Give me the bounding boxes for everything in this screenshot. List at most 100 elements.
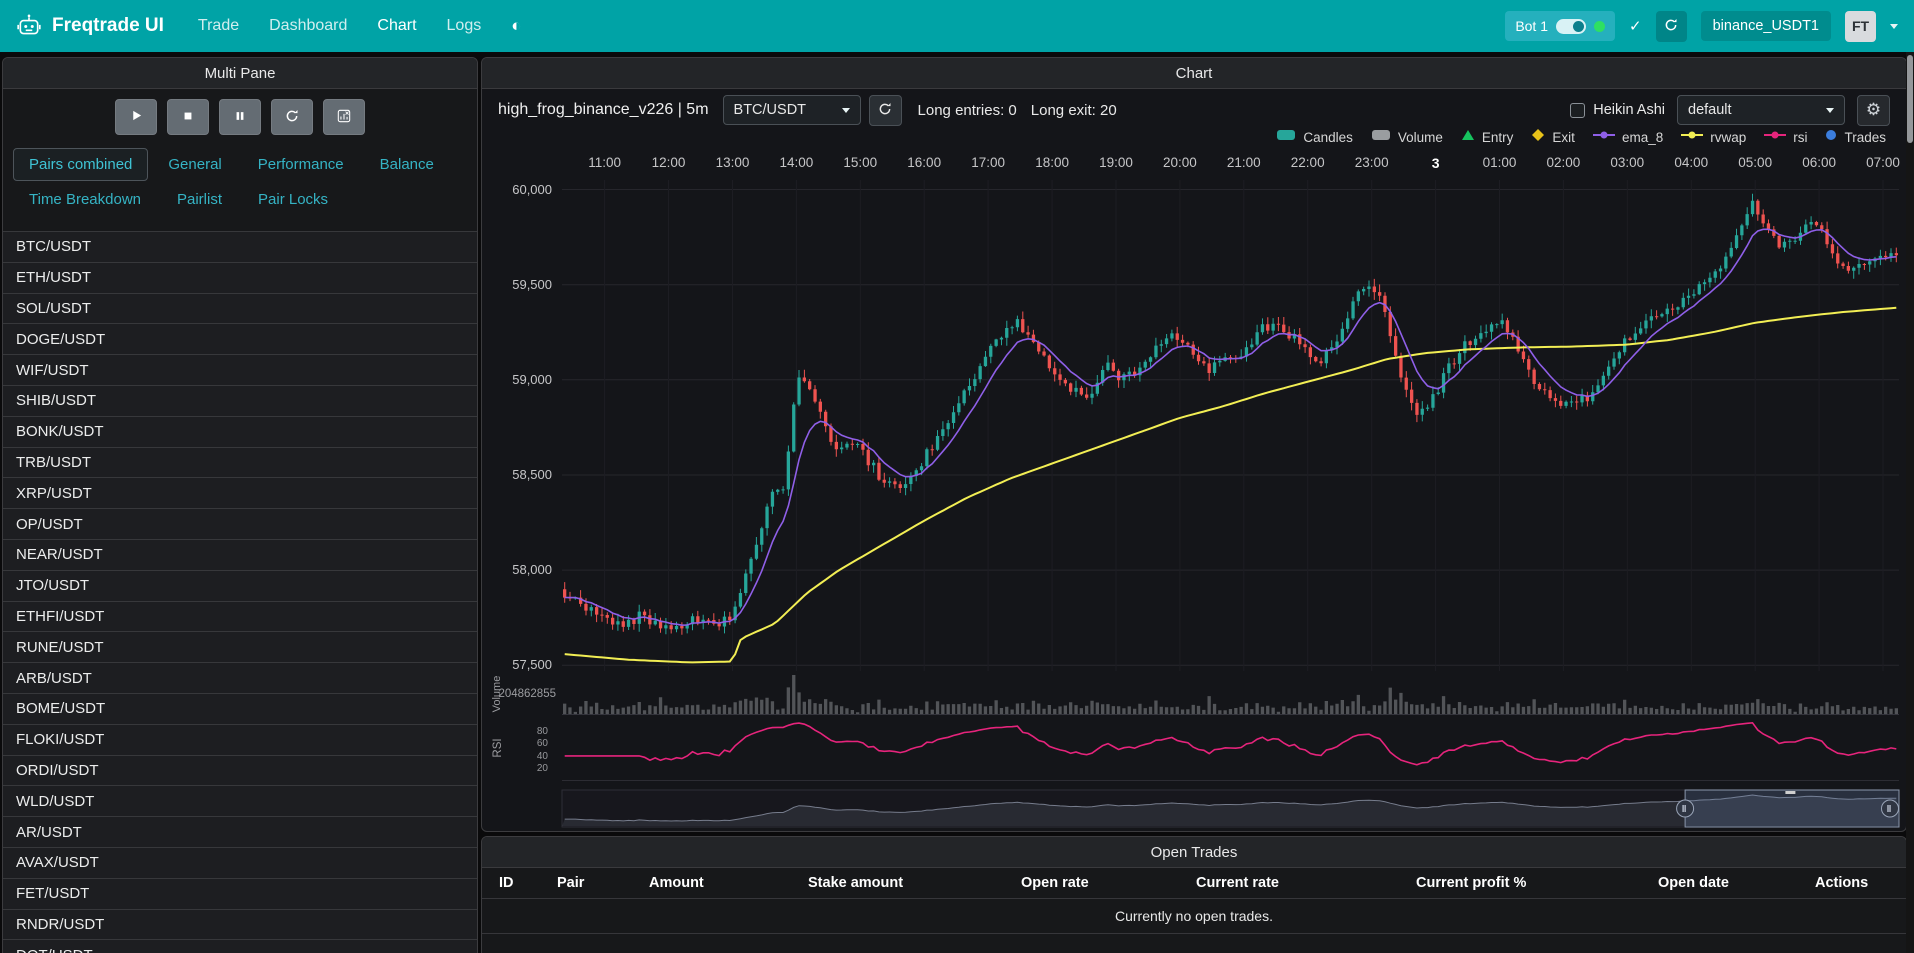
pair-list-item[interactable]: NEAR/USDT bbox=[3, 539, 477, 570]
chart-refresh-button[interactable] bbox=[869, 95, 902, 126]
long-entries-label: Long entries: 0 bbox=[918, 102, 1017, 119]
time-axis-label: 06:00 bbox=[1802, 155, 1836, 170]
pair-list-item[interactable]: WLD/USDT bbox=[3, 785, 477, 816]
navbar-brand[interactable]: Freqtrade UI bbox=[52, 15, 164, 37]
pair-list-item[interactable]: FET/USDT bbox=[3, 878, 477, 909]
left-panel-tabs: Pairs combinedGeneralPerformanceBalance T… bbox=[3, 147, 477, 217]
pair-list-item[interactable]: FLOKI/USDT bbox=[3, 724, 477, 755]
long-exit-label: Long exit: 20 bbox=[1031, 102, 1117, 119]
pair-list-item[interactable]: TRB/USDT bbox=[3, 447, 477, 478]
reload-bot-button[interactable] bbox=[1656, 11, 1687, 42]
tab-pair-locks[interactable]: Pair Locks bbox=[242, 183, 344, 216]
pair-list-item[interactable]: AR/USDT bbox=[3, 816, 477, 847]
chart-toolbar: high_frog_binance_v226 | 5m BTC/USDT Lon… bbox=[498, 94, 1890, 126]
pair-list-item[interactable]: ARB/USDT bbox=[3, 662, 477, 693]
pair-list-item[interactable]: BOME/USDT bbox=[3, 693, 477, 724]
pair-list-item[interactable]: AVAX/USDT bbox=[3, 847, 477, 878]
column-header-amount: Amount bbox=[649, 875, 808, 891]
user-menu-caret-icon[interactable] bbox=[1890, 24, 1898, 29]
tab-performance[interactable]: Performance bbox=[242, 148, 360, 181]
user-avatar[interactable]: FT bbox=[1845, 11, 1876, 42]
nav-link-chart[interactable]: Chart bbox=[377, 17, 416, 35]
stop-bot-button[interactable] bbox=[167, 99, 209, 135]
tab-pairlist[interactable]: Pairlist bbox=[161, 183, 238, 216]
pair-list-item[interactable]: DOGE/USDT bbox=[3, 323, 477, 354]
heikin-ashi-checkbox[interactable] bbox=[1570, 103, 1585, 118]
zoom-handle[interactable] bbox=[1882, 800, 1899, 817]
theme-toggle-icon[interactable]: ◐ bbox=[511, 16, 521, 36]
time-axis-label: 23:00 bbox=[1355, 155, 1389, 170]
open-trades-header: Open Trades bbox=[482, 837, 1906, 868]
chart-canvas[interactable] bbox=[562, 180, 1899, 827]
pair-list-item[interactable]: DOT/USDT bbox=[3, 939, 477, 953]
page-scrollbar[interactable] bbox=[1906, 52, 1914, 953]
pause-bot-button[interactable] bbox=[219, 99, 261, 135]
zoom-window[interactable] bbox=[1685, 790, 1899, 827]
time-axis-label: 19:00 bbox=[1099, 155, 1133, 170]
zoom-handle[interactable] bbox=[1677, 800, 1694, 817]
legend-item-exit[interactable]: Exit bbox=[1531, 128, 1575, 147]
pair-list-item[interactable]: ORDI/USDT bbox=[3, 755, 477, 786]
bot-account-button[interactable]: binance_USDT1 bbox=[1701, 11, 1831, 41]
play-icon bbox=[130, 109, 143, 125]
pair-list-item[interactable]: WIF/USDT bbox=[3, 354, 477, 385]
rsi-pane-label: RSI bbox=[492, 735, 504, 761]
scrollbar-thumb[interactable] bbox=[1907, 55, 1913, 143]
legend-item-candles[interactable]: Candles bbox=[1276, 128, 1353, 146]
bot-toggle-switch[interactable] bbox=[1556, 19, 1586, 34]
nav-link-dashboard[interactable]: Dashboard bbox=[269, 17, 347, 35]
price-axis-label: 57,500 bbox=[512, 657, 552, 672]
legend-item-trades[interactable]: Trades bbox=[1825, 128, 1886, 146]
plot-config-select[interactable]: default bbox=[1677, 95, 1845, 125]
reload-config-button[interactable] bbox=[271, 99, 313, 135]
column-header-id: ID bbox=[499, 875, 557, 891]
bot-switcher-button[interactable]: Bot 1 bbox=[1505, 11, 1615, 41]
legend-item-rsi[interactable]: rsi bbox=[1764, 128, 1807, 146]
refresh-icon bbox=[878, 102, 892, 119]
tab-pairs-combined[interactable]: Pairs combined bbox=[13, 148, 148, 181]
start-bot-button[interactable] bbox=[115, 99, 157, 135]
pair-list-item[interactable]: BONK/USDT bbox=[3, 416, 477, 447]
pair-list-item[interactable]: ETH/USDT bbox=[3, 262, 477, 293]
nav-link-logs[interactable]: Logs bbox=[447, 17, 482, 35]
bot-name-label: Bot 1 bbox=[1515, 18, 1548, 34]
pair-list-item[interactable]: JTO/USDT bbox=[3, 570, 477, 601]
pair-list-item[interactable]: ETHFI/USDT bbox=[3, 601, 477, 632]
legend-item-rvwap[interactable]: rvwap bbox=[1681, 128, 1746, 146]
column-header-open-date: Open date bbox=[1658, 875, 1815, 891]
chart-toolbar-right: Heikin Ashi default ⚙ bbox=[1570, 95, 1890, 126]
toggle-knob bbox=[1573, 21, 1584, 32]
price-chart[interactable] bbox=[562, 180, 1899, 827]
pair-list-item[interactable]: XRP/USDT bbox=[3, 477, 477, 508]
pair-list-item[interactable]: RNDR/USDT bbox=[3, 909, 477, 940]
pair-list-item[interactable]: OP/USDT bbox=[3, 508, 477, 539]
freqtrade-robot-logo-icon[interactable] bbox=[16, 13, 42, 39]
rsi-axis-label: 80 bbox=[537, 726, 548, 737]
multi-pane-header: Multi Pane bbox=[3, 58, 477, 89]
legend-item-ema-8[interactable]: ema_8 bbox=[1593, 128, 1663, 146]
pair-list-item[interactable]: SHIB/USDT bbox=[3, 385, 477, 416]
pair-list-item[interactable]: SOL/USDT bbox=[3, 293, 477, 324]
rsi-axis-label: 40 bbox=[537, 751, 548, 762]
price-axis-label: 59,500 bbox=[512, 277, 552, 292]
time-axis-label: 05:00 bbox=[1738, 155, 1772, 170]
legend-label: Trades bbox=[1844, 130, 1886, 145]
legend-item-volume[interactable]: Volume bbox=[1371, 128, 1443, 146]
tab-time-breakdown[interactable]: Time Breakdown bbox=[13, 183, 157, 216]
legend-item-entry[interactable]: Entry bbox=[1461, 128, 1514, 146]
plot-settings-button[interactable]: ⚙ bbox=[1857, 95, 1890, 126]
pair-list-item[interactable]: RUNE/USDT bbox=[3, 631, 477, 662]
time-axis-label: 15:00 bbox=[843, 155, 877, 170]
chart-settings-button[interactable] bbox=[323, 99, 365, 135]
volume-axis-label: 204862855 bbox=[498, 688, 556, 700]
pair-list-item[interactable]: BTC/USDT bbox=[3, 231, 477, 262]
price-axis-label: 58,000 bbox=[512, 562, 552, 577]
chart-legend: Candles Volume Entry Exit ema_8 rvwap rsi Trade… bbox=[1276, 128, 1886, 146]
column-header-open-rate: Open rate bbox=[1021, 875, 1196, 891]
nav-link-trade[interactable]: Trade bbox=[198, 17, 239, 35]
pair-select[interactable]: BTC/USDT bbox=[723, 95, 861, 125]
legend-label: Volume bbox=[1398, 130, 1443, 145]
tab-general[interactable]: General bbox=[152, 148, 237, 181]
tab-balance[interactable]: Balance bbox=[364, 148, 450, 181]
pause-icon bbox=[234, 110, 246, 125]
